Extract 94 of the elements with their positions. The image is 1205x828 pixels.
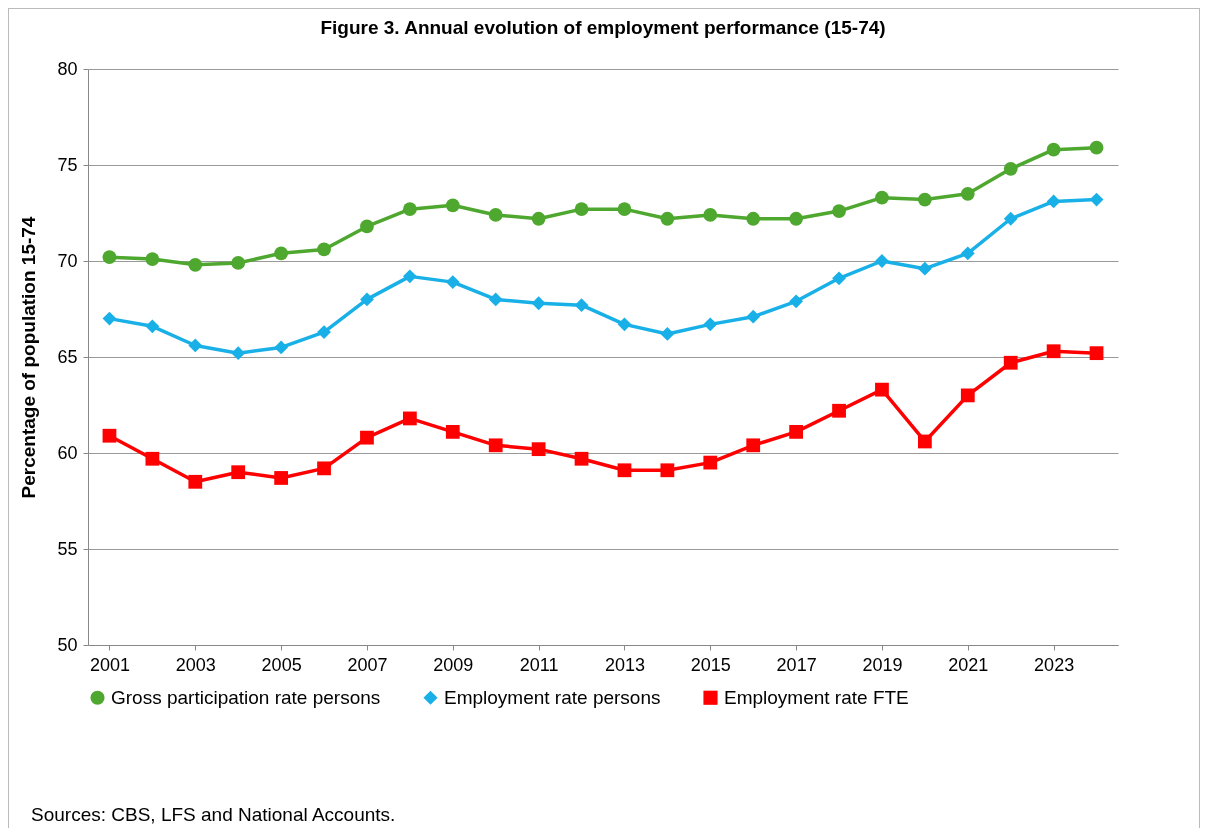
point: [274, 340, 289, 355]
point: [188, 257, 203, 272]
point: [574, 298, 589, 313]
point: [574, 202, 589, 217]
y-axis-title: Percentage of population 15-74: [18, 216, 40, 499]
x-tick-label: 2003: [175, 654, 216, 675]
y-tick-label: 50: [57, 634, 78, 655]
point: [660, 327, 675, 341]
point: [317, 461, 331, 476]
y-tick-label: 65: [57, 346, 78, 367]
point: [917, 434, 932, 449]
x-tick-label: 2005: [261, 654, 302, 675]
point: [102, 428, 117, 443]
x-tick-label: 2013: [604, 654, 645, 675]
source-note: Sources: CBS, LFS and National Accounts.: [31, 804, 396, 826]
point: [231, 465, 246, 480]
point: [317, 242, 331, 257]
point: [746, 309, 761, 324]
point: [789, 294, 804, 309]
point: [402, 269, 417, 284]
point: [1046, 142, 1061, 157]
point: [746, 438, 761, 453]
point: [488, 292, 503, 307]
point: [488, 438, 503, 453]
point: [703, 455, 718, 470]
legend-label: Gross participation rate persons: [111, 686, 381, 708]
point: [789, 424, 804, 439]
legend-label: Employment rate FTE: [724, 686, 909, 708]
point: [660, 211, 675, 226]
point: [875, 190, 889, 205]
point: [445, 275, 460, 290]
point: [1089, 140, 1104, 155]
x-tick-label: 2001: [89, 654, 130, 675]
point: [1003, 355, 1018, 370]
x-tick-label: 2015: [690, 654, 731, 675]
x-tick-label: 2007: [347, 654, 388, 675]
point: [960, 246, 975, 261]
point: [617, 317, 632, 332]
point: [617, 202, 632, 217]
point: [145, 451, 160, 466]
point: [617, 463, 632, 478]
y-tick-label: 55: [57, 538, 78, 559]
point: [960, 388, 975, 403]
point: [360, 292, 374, 307]
y-tick-label: 70: [57, 250, 78, 271]
point: [917, 261, 932, 276]
point: [832, 403, 846, 418]
point: [789, 211, 804, 226]
point: [445, 198, 460, 213]
point: [875, 382, 889, 397]
point: [231, 346, 246, 361]
x-tick-label: 2019: [862, 654, 903, 675]
point: [360, 219, 374, 234]
point: [531, 296, 546, 311]
point: [832, 204, 846, 218]
point: [102, 250, 117, 265]
x-tick-label: 2023: [1034, 654, 1075, 675]
point: [1003, 161, 1018, 176]
point: [402, 411, 417, 426]
point: [531, 442, 546, 457]
point: [574, 451, 589, 466]
point: [960, 186, 975, 201]
x-tick-label: 2017: [776, 654, 817, 675]
chart-title: Figure 3. Annual evolution of employment performance (15-74): [320, 17, 886, 38]
point: [1089, 346, 1104, 361]
point: [1003, 211, 1018, 226]
point: [1046, 194, 1061, 209]
point: [274, 246, 289, 261]
x-tick-label: 2009: [433, 654, 474, 675]
point: [703, 317, 718, 332]
point: [402, 202, 417, 217]
point: [531, 211, 546, 226]
legend-label: Employment rate persons: [444, 686, 661, 708]
point: [488, 208, 503, 222]
point: [274, 471, 289, 485]
point: [188, 338, 203, 353]
point: [145, 319, 160, 334]
point: [832, 271, 846, 286]
y-tick-label: 75: [57, 154, 78, 175]
x-tick-label: 2011: [519, 654, 559, 675]
point: [917, 192, 932, 207]
point: [231, 256, 246, 270]
point: [360, 430, 374, 445]
point: [703, 208, 718, 222]
point: [145, 252, 160, 266]
y-tick-label: 80: [57, 58, 78, 79]
point: [445, 424, 460, 439]
x-tick-label: 2021: [948, 654, 989, 675]
point: [102, 311, 117, 326]
point: [746, 211, 761, 226]
y-tick-label: 60: [57, 442, 78, 463]
point: [188, 474, 203, 489]
point: [1046, 344, 1061, 359]
point: [660, 463, 675, 478]
